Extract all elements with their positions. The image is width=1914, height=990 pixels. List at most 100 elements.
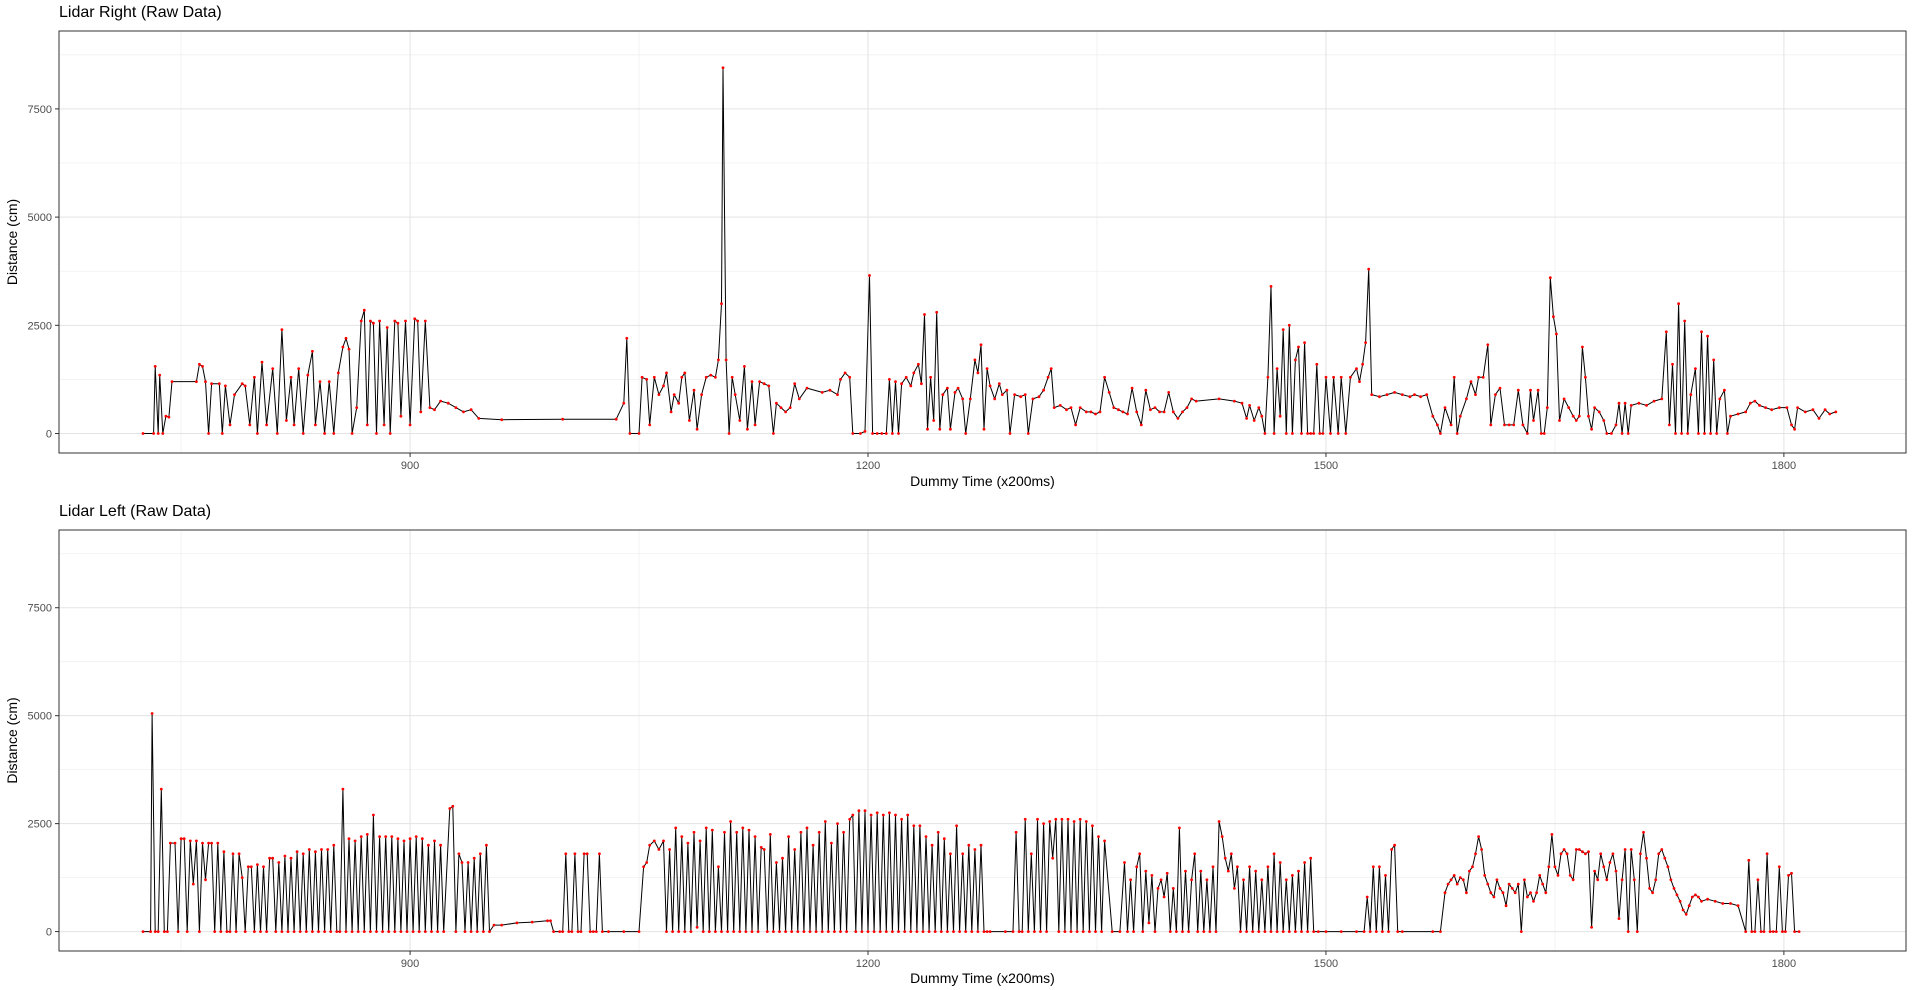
data-point <box>1419 395 1422 399</box>
data-point <box>1721 902 1725 905</box>
data-point <box>1393 843 1396 847</box>
data-point <box>260 360 264 364</box>
data-point <box>1118 930 1122 933</box>
data-point <box>1516 388 1520 392</box>
data-point <box>1069 406 1073 409</box>
data-point <box>369 319 372 323</box>
data-point <box>1266 865 1270 869</box>
data-point <box>891 930 894 933</box>
data-point <box>790 930 794 933</box>
data-point <box>1747 858 1751 862</box>
data-point <box>1577 848 1581 851</box>
data-point <box>344 930 348 933</box>
data-point <box>1400 393 1404 396</box>
data-point <box>153 365 157 368</box>
data-point <box>515 921 519 925</box>
data-point <box>1245 930 1248 933</box>
data-point <box>237 852 241 856</box>
data-point <box>405 930 409 933</box>
data-point <box>1063 930 1067 933</box>
data-point <box>784 410 787 414</box>
data-point <box>314 850 317 854</box>
data-point <box>1349 375 1352 379</box>
data-point <box>419 410 423 414</box>
data-point <box>1587 850 1590 854</box>
data-point <box>1637 401 1641 405</box>
data-point <box>1526 895 1529 899</box>
data-point <box>1031 397 1035 401</box>
data-point <box>915 930 919 933</box>
data-point <box>179 837 183 841</box>
data-point <box>1753 399 1757 403</box>
data-point <box>648 423 652 427</box>
data-point <box>1097 835 1100 838</box>
data-point <box>1675 893 1679 897</box>
data-point <box>918 824 922 828</box>
data-point <box>213 930 217 933</box>
data-point <box>1777 406 1781 409</box>
data-point <box>657 848 661 851</box>
data-point <box>301 432 305 435</box>
data-point <box>1364 341 1367 344</box>
data-point <box>311 349 314 353</box>
data-point <box>917 362 920 366</box>
data-point <box>466 861 470 864</box>
data-point <box>717 865 720 869</box>
data-point <box>688 419 691 422</box>
data-point <box>982 930 986 933</box>
data-point <box>677 401 681 405</box>
data-point <box>1617 917 1621 920</box>
data-point <box>332 432 336 435</box>
data-point <box>775 401 778 405</box>
data-point <box>884 930 888 933</box>
data-point <box>335 930 339 933</box>
data-point <box>224 384 227 388</box>
data-point <box>1072 820 1076 823</box>
data-point <box>721 66 725 70</box>
data-point <box>1481 375 1485 379</box>
data-point <box>1297 345 1300 349</box>
data-point <box>645 378 649 381</box>
data-point <box>839 930 842 933</box>
data-point <box>268 856 271 860</box>
data-point <box>271 856 275 860</box>
data-point <box>814 930 818 933</box>
data-point <box>338 930 342 933</box>
data-point <box>1309 856 1313 860</box>
data-point <box>1300 432 1303 435</box>
data-point <box>909 384 913 388</box>
data-point <box>1011 930 1015 933</box>
data-point <box>942 837 946 841</box>
data-point <box>292 930 296 933</box>
y-tick-label: 0 <box>46 927 52 939</box>
data-point <box>1312 930 1316 933</box>
data-point <box>1736 412 1740 416</box>
data-point <box>240 876 244 879</box>
data-point <box>668 848 671 851</box>
data-point <box>1272 852 1276 856</box>
data-point <box>1584 375 1587 379</box>
y-tick-label: 2500 <box>28 819 52 831</box>
data-point <box>1461 878 1465 882</box>
data-point <box>1771 930 1775 933</box>
data-point <box>1574 848 1578 851</box>
data-point <box>1329 432 1332 435</box>
data-point <box>1626 930 1630 933</box>
data-point <box>1538 874 1542 877</box>
data-point <box>1284 878 1288 882</box>
data-point <box>327 380 331 383</box>
data-point <box>1252 419 1256 422</box>
data-point <box>454 930 458 933</box>
data-point <box>1004 930 1007 933</box>
data-point <box>1058 404 1062 407</box>
x-axis-label: Dummy Time (x200ms) <box>910 970 1055 986</box>
data-point <box>567 930 571 933</box>
data-point <box>897 432 900 435</box>
data-point <box>1245 417 1248 420</box>
data-point <box>805 386 809 390</box>
data-point <box>1571 878 1575 882</box>
data-point <box>1281 328 1285 331</box>
data-point <box>1309 432 1313 435</box>
data-point <box>372 321 375 325</box>
